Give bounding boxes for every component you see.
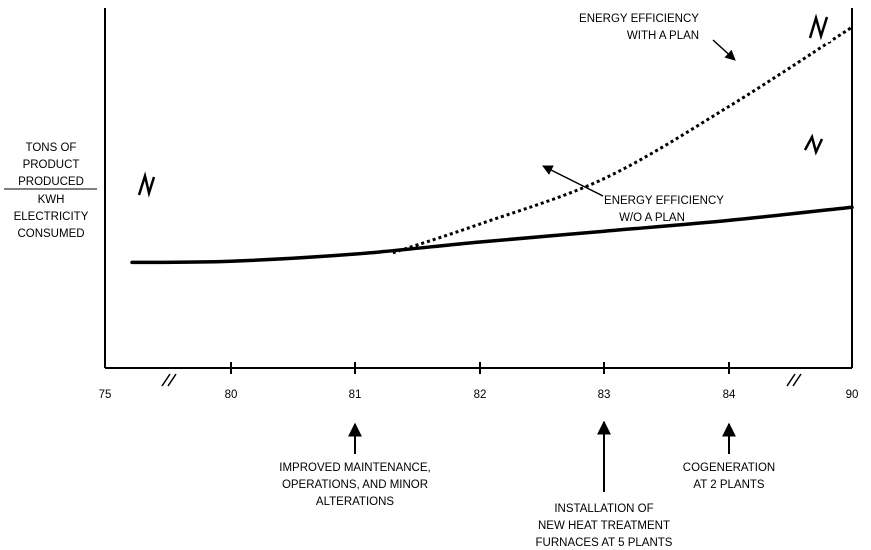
series-line-with-plan [392,25,853,255]
x-tick-label-84: 84 [723,389,736,401]
series-break-right-dotted [806,13,830,42]
ylabel-den-1: ELECTRICITY [14,211,89,223]
ylabel-num-0: TONS OF [26,142,77,154]
ylabel-den-0: KWH [38,194,65,206]
x-tick-label-80: 80 [225,389,238,401]
annotation-furnaces-line-2: NEW HEAT TREATMENT [538,520,670,532]
x-tick-label-75: 75 [99,389,112,401]
series-break-left [136,171,156,198]
annotation-cogeneration: COGENERATION AT 2 PLANTS [683,422,775,491]
x-tick-labels: 75 80 81 82 83 84 90 [99,389,859,401]
annotation-furnaces: INSTALLATION OF NEW HEAT TREATMENT FURNA… [536,420,673,549]
annotation-maintenance-line-3: ALTERATIONS [316,496,394,508]
series-line-without-plan [130,205,854,265]
ylabel-num-1: PRODUCT [23,159,80,171]
label-with-plan-line-2: WITH A PLAN [627,30,699,42]
x-tick-label-90: 90 [846,389,859,401]
annotation-cogeneration-line-2: AT 2 PLANTS [693,479,764,491]
x-axis-break-1 [161,373,177,387]
label-with-plan-arrow [712,39,736,61]
label-without-plan-arrow [542,165,604,197]
x-tick-label-82: 82 [474,389,487,401]
annotation-maintenance: IMPROVED MAINTENANCE, OPERATIONS, AND MI… [279,422,431,508]
annotation-furnaces-line-3: FURNACES AT 5 PLANTS [536,537,673,549]
ylabel-num-2: PRODUCED [18,176,84,188]
y-axis-label: TONS OF PRODUCT PRODUCED KWH ELECTRICITY… [4,142,97,240]
annotation-maintenance-line-1: IMPROVED MAINTENANCE, [279,462,430,474]
x-tick-label-83: 83 [598,389,611,401]
x-ticks [230,362,730,374]
annotation-furnaces-line-1: INSTALLATION OF [554,503,653,515]
annotation-maintenance-line-2: OPERATIONS, AND MINOR [282,479,428,491]
annotation-cogeneration-line-1: COGENERATION [683,462,775,474]
label-without-plan-line-1: ENERGY EFFICIENCY [604,195,724,207]
ylabel-den-2: CONSUMED [17,228,84,240]
x-tick-label-81: 81 [349,389,362,401]
label-with-plan: ENERGY EFFICIENCY WITH A PLAN [579,13,736,61]
label-without-plan-line-2: W/O A PLAN [619,212,685,224]
x-axis-break-2 [786,373,802,387]
label-with-plan-line-1: ENERGY EFFICIENCY [579,13,699,25]
label-without-plan: ENERGY EFFICIENCY W/O A PLAN [542,165,724,224]
series-break-right-solid [802,133,824,156]
